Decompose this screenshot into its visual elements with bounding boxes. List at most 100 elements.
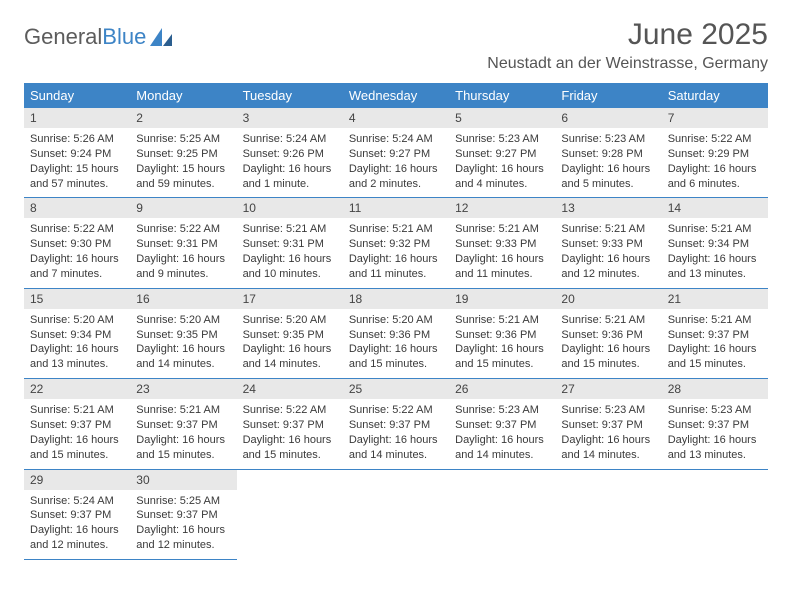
daylight-text-2: and 59 minutes. — [136, 177, 230, 192]
daylight-text-1: Daylight: 16 hours — [561, 162, 655, 177]
daylight-text-2: and 15 minutes. — [243, 448, 337, 463]
day-body: Sunrise: 5:25 AMSunset: 9:25 PMDaylight:… — [130, 128, 236, 197]
sunrise-text: Sunrise: 5:21 AM — [561, 222, 655, 237]
day-body: Sunrise: 5:23 AMSunset: 9:27 PMDaylight:… — [449, 128, 555, 197]
weekday-header: Monday — [130, 83, 236, 108]
sunrise-text: Sunrise: 5:20 AM — [243, 313, 337, 328]
day-number: 13 — [555, 198, 661, 218]
day-body: Sunrise: 5:24 AMSunset: 9:26 PMDaylight:… — [237, 128, 343, 197]
day-number: 30 — [130, 470, 236, 490]
daylight-text-2: and 14 minutes. — [455, 448, 549, 463]
calendar-row: 22Sunrise: 5:21 AMSunset: 9:37 PMDayligh… — [24, 379, 768, 469]
day-number: 26 — [449, 379, 555, 399]
weekday-header: Thursday — [449, 83, 555, 108]
sunset-text: Sunset: 9:34 PM — [668, 237, 762, 252]
calendar-cell: 10Sunrise: 5:21 AMSunset: 9:31 PMDayligh… — [237, 198, 343, 288]
daylight-text-2: and 15 minutes. — [349, 357, 443, 372]
day-body: Sunrise: 5:21 AMSunset: 9:36 PMDaylight:… — [555, 309, 661, 378]
day-number: 8 — [24, 198, 130, 218]
daylight-text-1: Daylight: 16 hours — [136, 433, 230, 448]
sunset-text: Sunset: 9:37 PM — [349, 418, 443, 433]
day-number: 16 — [130, 289, 236, 309]
daylight-text-1: Daylight: 16 hours — [243, 162, 337, 177]
calendar-cell — [449, 469, 555, 559]
day-number: 27 — [555, 379, 661, 399]
daylight-text-2: and 13 minutes. — [30, 357, 124, 372]
calendar-cell: 9Sunrise: 5:22 AMSunset: 9:31 PMDaylight… — [130, 198, 236, 288]
sunrise-text: Sunrise: 5:23 AM — [561, 403, 655, 418]
daylight-text-2: and 1 minute. — [243, 177, 337, 192]
sunrise-text: Sunrise: 5:22 AM — [243, 403, 337, 418]
daylight-text-1: Daylight: 16 hours — [243, 342, 337, 357]
sunrise-text: Sunrise: 5:22 AM — [349, 403, 443, 418]
weekday-header: Friday — [555, 83, 661, 108]
sunrise-text: Sunrise: 5:21 AM — [455, 313, 549, 328]
day-number: 2 — [130, 108, 236, 128]
calendar-cell: 14Sunrise: 5:21 AMSunset: 9:34 PMDayligh… — [662, 198, 768, 288]
sunset-text: Sunset: 9:37 PM — [243, 418, 337, 433]
daylight-text-2: and 15 minutes. — [30, 448, 124, 463]
daylight-text-1: Daylight: 16 hours — [30, 433, 124, 448]
day-number: 19 — [449, 289, 555, 309]
calendar-cell: 16 Sunrise: 5:20 AMSunset: 9:35 PMDayligh… — [130, 288, 236, 378]
sunset-text: Sunset: 9:28 PM — [561, 147, 655, 162]
day-number: 6 — [555, 108, 661, 128]
day-number: 10 — [237, 198, 343, 218]
day-body: Sunrise: 5:22 AMSunset: 9:31 PMDaylight:… — [130, 218, 236, 287]
daylight-text-1: Daylight: 16 hours — [136, 342, 230, 357]
daylight-text-2: and 15 minutes. — [561, 357, 655, 372]
day-number: 17 — [237, 289, 343, 309]
calendar-row: 15Sunrise: 5:20 AMSunset: 9:34 PMDayligh… — [24, 288, 768, 378]
day-body: Sunrise: 5:23 AMSunset: 9:37 PMDaylight:… — [449, 399, 555, 468]
calendar-cell: 27Sunrise: 5:23 AMSunset: 9:37 PMDayligh… — [555, 379, 661, 469]
calendar-cell: 20Sunrise: 5:21 AMSunset: 9:36 PMDayligh… — [555, 288, 661, 378]
calendar-cell: 28Sunrise: 5:23 AMSunset: 9:37 PMDayligh… — [662, 379, 768, 469]
day-body: Sunrise: 5:22 AMSunset: 9:29 PMDaylight:… — [662, 128, 768, 197]
calendar-cell: 12Sunrise: 5:21 AMSunset: 9:33 PMDayligh… — [449, 198, 555, 288]
sunset-text: Sunset: 9:34 PM — [30, 328, 124, 343]
sunset-text: Sunset: 9:24 PM — [30, 147, 124, 162]
day-body: Sunrise: 5:25 AMSunset: 9:37 PMDaylight:… — [130, 490, 236, 559]
daylight-text-2: and 12 minutes. — [136, 538, 230, 553]
sunrise-text: Sunrise: 5:26 AM — [30, 132, 124, 147]
calendar-body: 1Sunrise: 5:26 AMSunset: 9:24 PMDaylight… — [24, 108, 768, 559]
daylight-text-2: and 4 minutes. — [455, 177, 549, 192]
daylight-text-1: Daylight: 16 hours — [30, 523, 124, 538]
daylight-text-2: and 15 minutes. — [668, 357, 762, 372]
sunset-text: Sunset: 9:30 PM — [30, 237, 124, 252]
weekday-header: Sunday — [24, 83, 130, 108]
sunset-text: Sunset: 9:33 PM — [561, 237, 655, 252]
day-body: Sunrise: 5:21 AMSunset: 9:37 PMDaylight:… — [24, 399, 130, 468]
day-number: 20 — [555, 289, 661, 309]
daylight-text-1: Daylight: 16 hours — [136, 523, 230, 538]
daylight-text-2: and 14 minutes. — [136, 357, 230, 372]
sunset-text: Sunset: 9:31 PM — [243, 237, 337, 252]
day-body: Sunrise: 5:22 AMSunset: 9:30 PMDaylight:… — [24, 218, 130, 287]
sunset-text: Sunset: 9:27 PM — [455, 147, 549, 162]
calendar-cell: 5Sunrise: 5:23 AMSunset: 9:27 PMDaylight… — [449, 108, 555, 198]
sunrise-text: Sunrise: 5:24 AM — [30, 494, 124, 509]
sunset-text: Sunset: 9:35 PM — [136, 328, 230, 343]
day-number: 14 — [662, 198, 768, 218]
sunrise-text: Sunrise: 5:20 AM — [136, 313, 230, 328]
day-number: 5 — [449, 108, 555, 128]
daylight-text-2: and 13 minutes. — [668, 448, 762, 463]
daylight-text-1: Daylight: 16 hours — [349, 433, 443, 448]
calendar-cell: 11Sunrise: 5:21 AMSunset: 9:32 PMDayligh… — [343, 198, 449, 288]
daylight-text-2: and 14 minutes. — [243, 357, 337, 372]
sunset-text: Sunset: 9:29 PM — [668, 147, 762, 162]
daylight-text-2: and 57 minutes. — [30, 177, 124, 192]
day-body: Sunrise: 5:24 AMSunset: 9:27 PMDaylight:… — [343, 128, 449, 197]
daylight-text-1: Daylight: 16 hours — [561, 433, 655, 448]
sunrise-text: Sunrise: 5:21 AM — [561, 313, 655, 328]
daylight-text-2: and 11 minutes. — [349, 267, 443, 282]
sunset-text: Sunset: 9:37 PM — [455, 418, 549, 433]
sunset-text: Sunset: 9:36 PM — [561, 328, 655, 343]
sunset-text: Sunset: 9:36 PM — [349, 328, 443, 343]
calendar-cell: 23Sunrise: 5:21 AMSunset: 9:37 PMDayligh… — [130, 379, 236, 469]
day-body: Sunrise: 5:22 AMSunset: 9:37 PMDaylight:… — [343, 399, 449, 468]
calendar-cell: 19Sunrise: 5:21 AMSunset: 9:36 PMDayligh… — [449, 288, 555, 378]
sunrise-text: Sunrise: 5:21 AM — [243, 222, 337, 237]
daylight-text-1: Daylight: 16 hours — [349, 342, 443, 357]
day-number: 4 — [343, 108, 449, 128]
